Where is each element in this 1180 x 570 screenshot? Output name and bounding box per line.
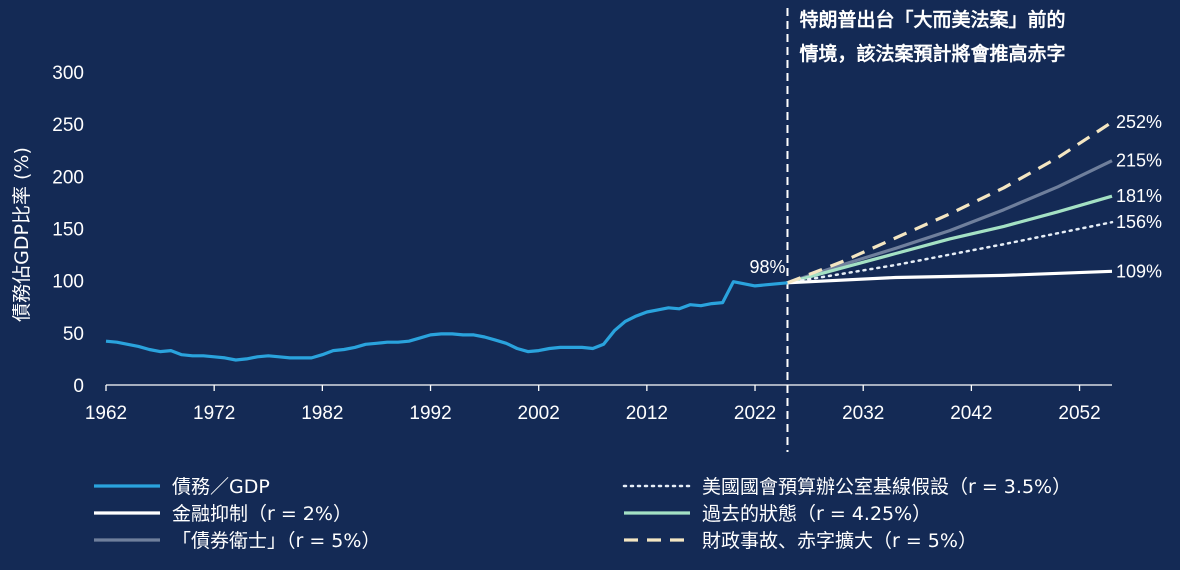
x-axis-ticks: 1962 1972 1982 1992 2002 2012 2022 2032 2042 2052 bbox=[85, 385, 1101, 424]
legend-label-5: 財政事故、赤字擴大（r = 5%） bbox=[702, 530, 977, 552]
end-label-5: 252% bbox=[1116, 112, 1162, 132]
end-label-2: 215% bbox=[1116, 151, 1162, 171]
x-tick-label: 2002 bbox=[518, 403, 560, 424]
series-layer bbox=[105, 120, 1114, 362]
end-labels: 109% 215% 156% 181% 252% bbox=[1116, 112, 1162, 281]
legend-label-3: 美國國會預算辦公室基線假設（r = 3.5%） bbox=[702, 476, 1071, 498]
x-tick-label: 1972 bbox=[193, 403, 235, 424]
legend: 債務／GDP 金融抑制（r = 2%） 「債券衛士」（r = 5%） 美國國會預算辦公… bbox=[94, 476, 1071, 552]
y-tick-label: 250 bbox=[52, 115, 84, 136]
y-tick-label: 200 bbox=[52, 167, 84, 188]
x-tick-label: 2012 bbox=[626, 403, 668, 424]
start-value-label: 98% bbox=[749, 257, 785, 277]
y-axis-ticks: 0 50 100 150 200 250 300 bbox=[52, 63, 84, 397]
y-tick-label: 150 bbox=[52, 220, 84, 241]
annotation-text-line-1: 特朗普出台「大而美法案」前的 bbox=[799, 8, 1065, 31]
y-tick-label: 50 bbox=[63, 324, 84, 345]
x-tick-label: 2022 bbox=[734, 403, 776, 424]
y-tick-label: 100 bbox=[52, 272, 84, 293]
x-tick-label: 2042 bbox=[950, 403, 992, 424]
y-tick-label: 0 bbox=[73, 376, 84, 397]
legend-label-2: 「債券衛士」（r = 5%） bbox=[172, 530, 380, 552]
end-label-1: 109% bbox=[1116, 261, 1162, 281]
series-line-5 bbox=[786, 120, 1113, 285]
x-tick-label: 1992 bbox=[409, 403, 451, 424]
axes: 1962 1972 1982 1992 2002 2012 2022 2032 2042 2052… bbox=[52, 63, 1112, 424]
legend-label-1: 金融抑制（r = 2%） bbox=[172, 503, 352, 525]
x-tick-label: 1982 bbox=[301, 403, 343, 424]
y-tick-label: 300 bbox=[52, 63, 84, 84]
legend-label-0: 債務／GDP bbox=[172, 476, 270, 498]
annotation-text-line-2: 情境，該法案預計將會推高赤字 bbox=[799, 42, 1065, 65]
series-line-2 bbox=[786, 159, 1113, 285]
end-label-4: 181% bbox=[1116, 186, 1162, 206]
y-axis-label: 債務佔GDP比率 (%) bbox=[11, 147, 33, 322]
end-label-3: 156% bbox=[1116, 212, 1162, 232]
legend-label-4: 過去的狀態（r = 4.25%） bbox=[702, 503, 931, 525]
series-line-1 bbox=[787, 269, 1113, 285]
series-line-3 bbox=[786, 220, 1114, 285]
series-line-4 bbox=[787, 194, 1113, 285]
x-tick-label: 2032 bbox=[842, 403, 884, 424]
x-tick-label: 1962 bbox=[85, 403, 127, 424]
series-line-0 bbox=[105, 280, 788, 362]
x-tick-label: 2052 bbox=[1058, 403, 1100, 424]
